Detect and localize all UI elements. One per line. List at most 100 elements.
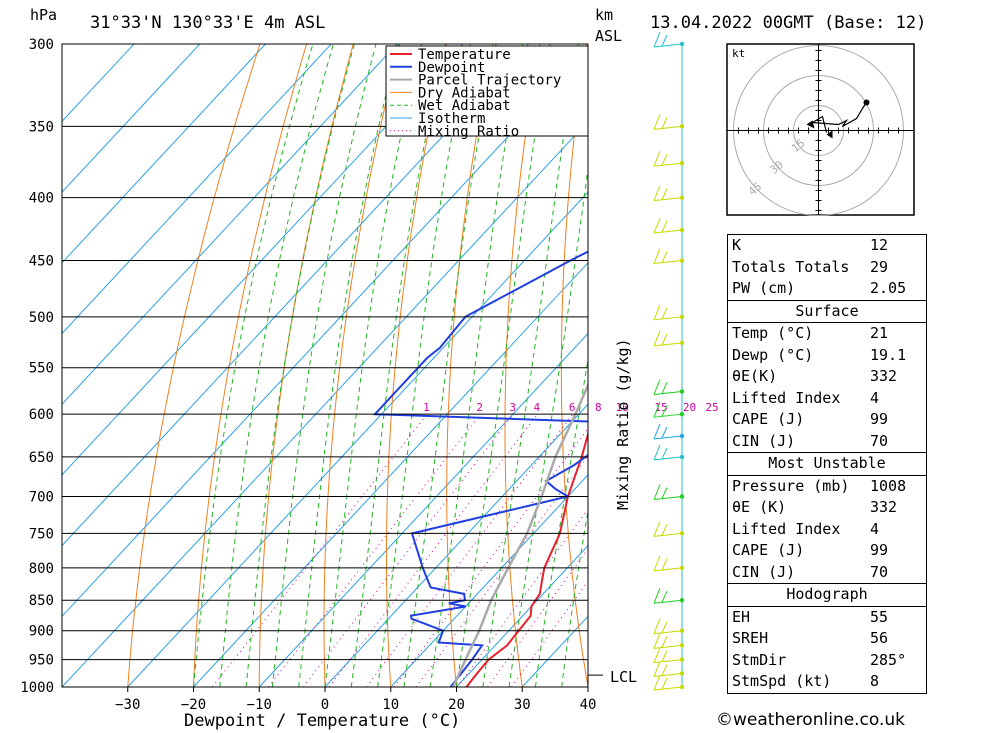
index-name: Pressure (mb) <box>732 476 850 495</box>
wind-barb-flag <box>661 188 668 200</box>
mixing-ratio-label: 20 <box>683 401 696 414</box>
wind-barb-flag <box>661 590 668 603</box>
index-row: Lifted Index 4 <box>728 519 926 541</box>
wet-adiabat <box>429 44 524 687</box>
wet-adiabat <box>561 507 588 687</box>
pressure-tick-label: 700 <box>29 490 54 506</box>
dry-adiabat <box>258 44 354 687</box>
wind-barb-flag <box>661 117 668 129</box>
wind-barb-flag <box>661 524 668 536</box>
wind-barb-flag <box>653 484 661 500</box>
hodograph-top-point <box>863 99 870 106</box>
index-name: Dewp (°C) <box>732 345 814 364</box>
pressure-tick-label: 400 <box>29 191 54 207</box>
wind-barb <box>653 633 685 649</box>
basic-indices: K 12 Totals Totals 29 PW (cm) 2.05 <box>728 235 926 301</box>
indices-table: K 12 Totals Totals 29 PW (cm) 2.05 Surface Te… <box>727 234 927 694</box>
index-value: 285° <box>870 650 907 669</box>
index-value: 2.05 <box>870 279 907 297</box>
mixing-ratio-label: 25 <box>705 401 718 414</box>
index-row: Lifted Index 4 <box>728 388 926 410</box>
wind-barb-flag <box>661 447 668 460</box>
most-unstable-title: Most Unstable <box>728 453 926 476</box>
wind-barb <box>653 31 685 48</box>
index-name: StmSpd (kt) <box>732 672 832 690</box>
pressure-tick-label: 950 <box>29 653 54 669</box>
wind-barb-flag <box>661 487 668 499</box>
legend-box <box>385 45 589 137</box>
isotherm <box>62 44 332 335</box>
mixing-ratio-line <box>487 548 588 687</box>
mixing-ratio-label: 3 <box>509 401 516 414</box>
wind-barb <box>653 217 685 234</box>
storm-motion-marker <box>806 120 815 129</box>
x-tick-label: −10 <box>247 697 272 713</box>
wind-barb-flag <box>661 558 668 571</box>
wet-adiabat <box>456 44 551 687</box>
surface-indices: Temp (°C) 21 Dewp (°C) 19.1 θE(K) 332 Lifted I… <box>728 323 926 453</box>
wet-adiabat <box>193 44 314 687</box>
index-value: 19.1 <box>870 345 907 364</box>
wind-barb <box>653 484 685 501</box>
hodograph-trace <box>810 102 867 133</box>
legend-entry: Isotherm <box>418 111 485 127</box>
isotherm <box>324 403 588 687</box>
mixing-ratio-label: 8 <box>595 401 602 414</box>
wind-barb <box>653 661 685 677</box>
dry-adiabat <box>446 44 494 687</box>
wind-barb-shaft <box>653 125 683 130</box>
wet-adiabat <box>482 44 579 687</box>
wet-adiabat <box>534 356 588 687</box>
index-name: CAPE (J) <box>732 541 805 559</box>
index-row: θE (K) 332 <box>728 497 926 519</box>
wind-barb-flag <box>653 618 661 634</box>
surface-title: Surface <box>728 301 926 323</box>
wind-barb-flag <box>661 153 668 166</box>
wind-barb-flag <box>653 647 661 663</box>
index-row: Dewp (°C) 19.1 <box>728 345 926 367</box>
wind-barb-flag <box>653 555 661 572</box>
wind-barb-shaft <box>653 162 683 167</box>
hodograph-indices: EH 55 SREH 56 StmDir 285° StmSpd (kt) 8 <box>728 607 926 693</box>
wind-barb-shaft <box>653 260 683 265</box>
index-name: θE(K) <box>732 367 778 385</box>
index-name: StmDir <box>732 650 787 669</box>
index-value: 70 <box>870 562 889 581</box>
wind-barb-shaft <box>653 342 683 347</box>
index-value: 1008 <box>870 476 907 495</box>
index-name: Lifted Index <box>732 388 841 407</box>
index-row: StmDir 285° <box>728 650 926 672</box>
isotherm <box>62 44 201 193</box>
index-name: Lifted Index <box>732 519 841 538</box>
height-unit-asl: ASL <box>595 27 622 45</box>
dry-adiabat <box>193 44 308 687</box>
wind-barb-shaft <box>653 532 683 537</box>
wind-barb-dot <box>679 433 685 439</box>
temperature-line <box>465 430 588 687</box>
wind-barb-flag <box>653 444 661 461</box>
wet-adiabat <box>403 44 497 687</box>
mixing-ratio-label: 1 <box>423 401 430 414</box>
index-name: CIN (J) <box>732 431 796 450</box>
index-value: 56 <box>870 629 889 647</box>
index-row: K 12 <box>728 235 926 257</box>
mixing-ratio-line <box>366 413 574 687</box>
dry-adiabat <box>127 44 261 687</box>
x-tick-label: 0 <box>321 697 329 713</box>
pressure-tick-label: 1000 <box>20 680 54 696</box>
wind-barb <box>653 555 685 572</box>
index-row: SREH 56 <box>728 628 926 650</box>
index-row: PW (cm) 2.05 <box>728 278 926 300</box>
wind-barb <box>653 248 685 265</box>
index-value: 55 <box>870 607 889 626</box>
wind-barb <box>653 521 685 537</box>
wind-barb <box>653 402 685 418</box>
pressure-tick-label: 500 <box>29 310 54 326</box>
legend-entry: Mixing Ratio <box>418 124 519 140</box>
wind-barb <box>653 423 685 440</box>
pressure-tick-label: 350 <box>29 119 54 135</box>
wind-barb <box>653 185 685 202</box>
index-name: EH <box>732 607 751 626</box>
wind-barb-flag <box>661 426 668 439</box>
wind-barb-flag <box>661 307 668 320</box>
